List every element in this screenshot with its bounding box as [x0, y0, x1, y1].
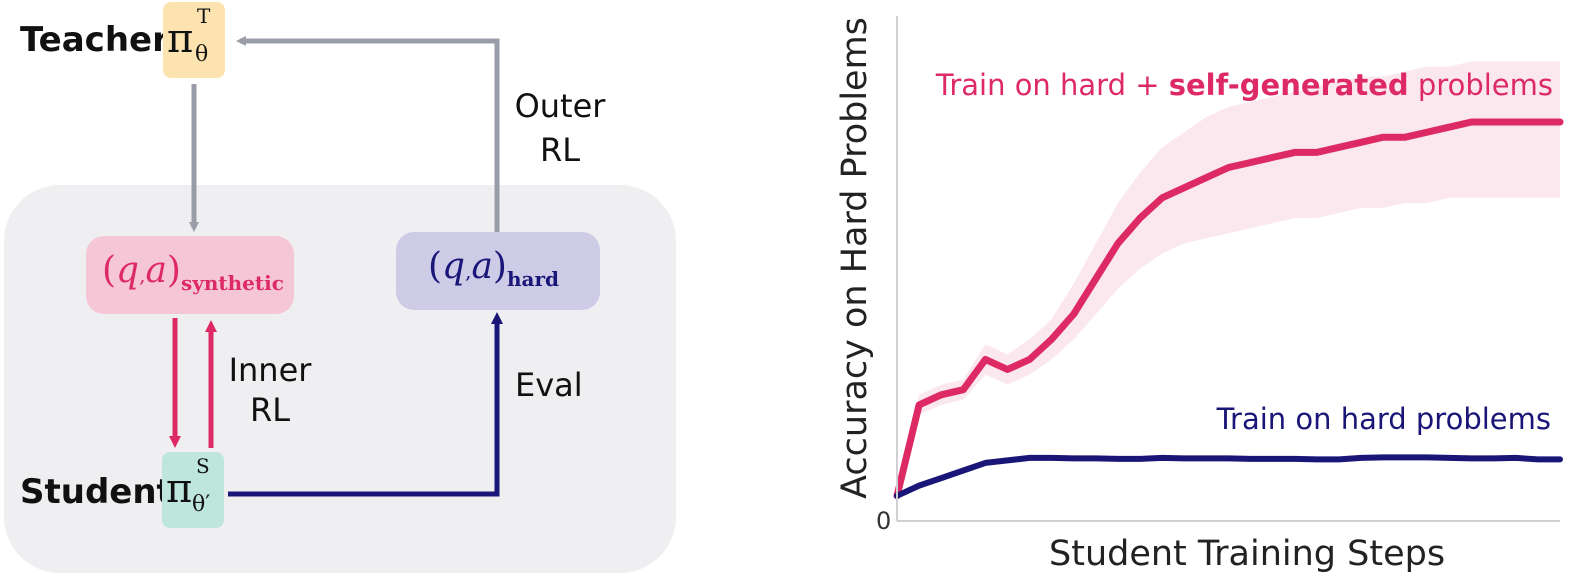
inner-rl-label: Inner RL: [228, 351, 312, 429]
synthetic-data-box: (q,a)synthetic: [86, 236, 294, 314]
hard-subscript: hard: [506, 267, 559, 291]
synthetic-subscript: synthetic: [180, 271, 284, 295]
y-tick-zero: 0: [876, 507, 892, 535]
x-axis-label: Student Training Steps: [1049, 534, 1446, 574]
series-0-confidence-band: [897, 61, 1560, 496]
diagram: Teacher π T θ Student π S θ′ (q,a)synthe…: [0, 0, 700, 585]
student-policy-symbol: π S θ′: [166, 454, 211, 517]
eval-label: Eval: [515, 366, 583, 404]
student-policy-box: [162, 452, 224, 528]
student-label: Student: [20, 472, 173, 512]
legend-hard-only: Train on hard problems: [1216, 402, 1551, 436]
outer-rl-label: Outer RL: [514, 87, 606, 169]
y-axis-label: Accuracy on Hard Problems: [835, 17, 875, 499]
teacher-policy-box: [163, 2, 225, 78]
series-1-line: [894, 454, 1563, 499]
teacher-label: Teacher: [20, 20, 169, 60]
teacher-policy-symbol: π T θ: [167, 4, 211, 67]
eval-arrow: [228, 312, 503, 497]
series-0-line: [893, 118, 1564, 500]
chart-plot: [893, 16, 1564, 522]
diagram-arrows: [169, 36, 503, 497]
legend-self-generated: Train on hard + self-generated problems: [935, 68, 1553, 102]
hard-data-box: (q,a)hard: [396, 232, 600, 310]
chart: Accuracy on Hard Problems 0 Student Trai…: [820, 0, 1565, 585]
outer-rl-arrow: [236, 36, 500, 232]
